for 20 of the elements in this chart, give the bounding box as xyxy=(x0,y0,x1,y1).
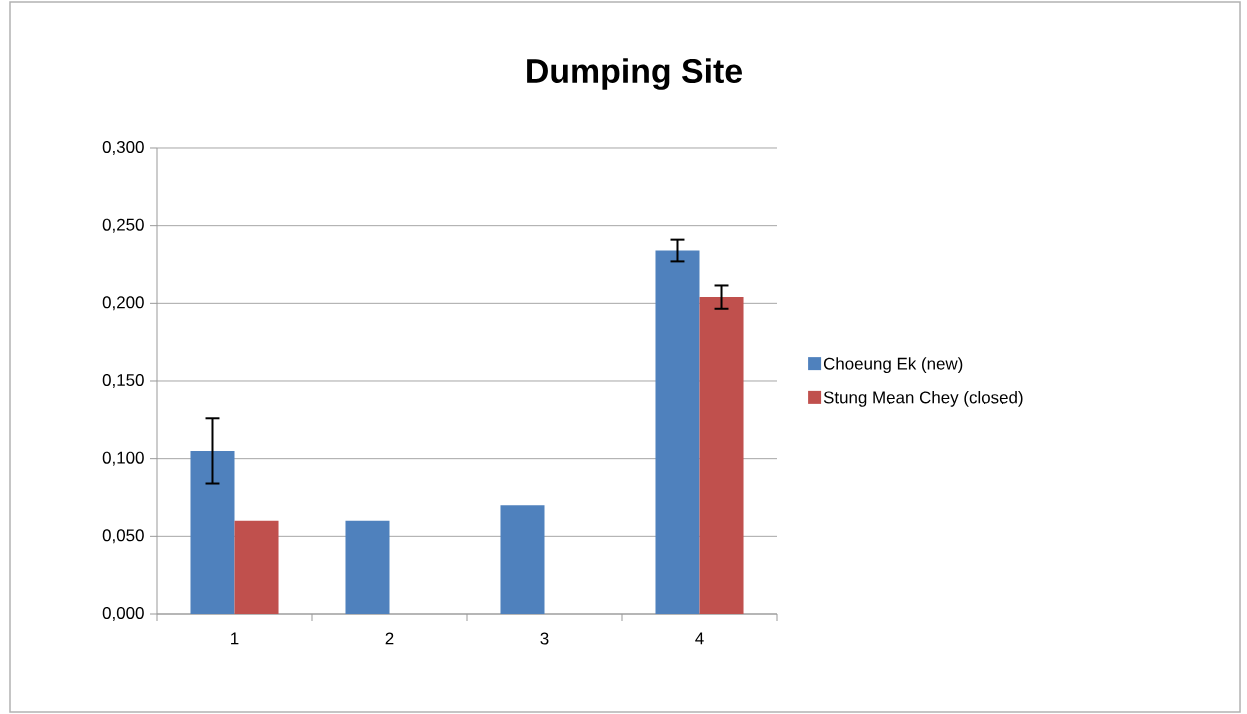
x-tick-label: 4 xyxy=(695,632,704,645)
x-tick-label: 1 xyxy=(231,632,239,645)
bar xyxy=(234,520,279,614)
y-tick-label: 0,000 xyxy=(102,607,144,621)
y-tick-label: 0,100 xyxy=(102,451,144,466)
y-tick-label: 0,300 xyxy=(102,140,144,155)
bar xyxy=(500,505,545,614)
chart-title: Dumping Site xyxy=(527,58,742,90)
y-tick-label: 0,150 xyxy=(102,374,144,388)
legend-label: Stung Mean Chey (closed) xyxy=(823,391,1023,407)
y-tick-label: 0,200 xyxy=(102,296,144,311)
y-tick-label: 0,250 xyxy=(102,218,144,233)
bar xyxy=(345,520,390,614)
bar xyxy=(699,297,744,614)
y-tick-label: 0,050 xyxy=(102,529,144,544)
legend-label: Choeung Ek (new) xyxy=(823,357,963,374)
bar xyxy=(655,250,700,614)
x-tick-label: 2 xyxy=(385,632,394,645)
bar xyxy=(190,450,235,614)
x-tick-label: 3 xyxy=(540,632,549,645)
